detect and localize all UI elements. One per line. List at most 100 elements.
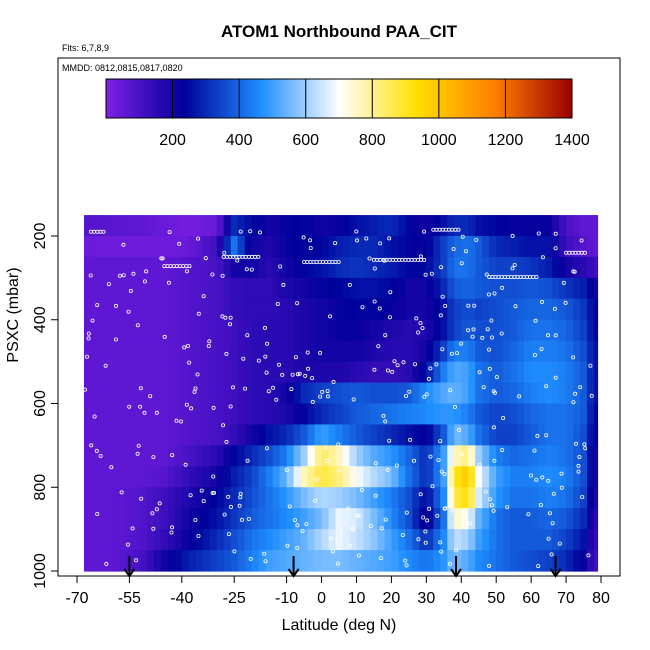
heatmap-cell <box>552 445 560 467</box>
heatmap-cell <box>216 319 225 342</box>
heatmap-cell <box>419 445 427 467</box>
heatmap-cell <box>377 256 386 279</box>
sample-marker <box>144 269 149 274</box>
heatmap-cell <box>139 382 148 405</box>
heatmap-cell <box>258 236 267 258</box>
sample-marker <box>489 318 494 323</box>
heatmap-cell <box>293 382 302 405</box>
heatmap-cell <box>132 424 141 446</box>
sample-marker <box>477 462 482 467</box>
heatmap-cell <box>244 508 253 530</box>
heatmap-cell <box>188 445 197 467</box>
heatmap-cell <box>237 508 246 530</box>
heatmap-cell <box>321 277 330 300</box>
heatmap-cell <box>286 445 295 467</box>
sample-marker <box>472 303 477 308</box>
sample-marker <box>546 333 551 338</box>
heatmap-cell <box>272 340 281 363</box>
heatmap-cell <box>209 361 218 384</box>
heatmap-cell <box>594 445 599 467</box>
heatmap-cell <box>482 550 490 572</box>
sample-marker <box>184 269 189 274</box>
heatmap-cell <box>454 403 462 426</box>
heatmap-cell <box>328 319 337 342</box>
sample-marker <box>328 314 333 319</box>
heatmap-cell <box>370 236 379 258</box>
sample-marker <box>162 334 167 339</box>
heatmap-cell <box>538 382 546 405</box>
heatmap-cell <box>545 487 553 509</box>
heatmap-cell <box>370 529 379 551</box>
heatmap-cell <box>489 215 497 237</box>
heatmap-cell <box>293 424 302 446</box>
heatmap-cell <box>321 236 330 258</box>
heatmap-cell <box>412 550 420 572</box>
heatmap-cell <box>118 508 127 530</box>
sample-marker <box>239 517 244 522</box>
sample-marker <box>582 442 587 447</box>
heatmap-cell <box>258 487 267 509</box>
heatmap-cell <box>188 466 197 488</box>
heatmap-cell <box>517 256 525 279</box>
heatmap-cell <box>279 256 288 279</box>
heatmap-cell <box>244 340 253 363</box>
heatmap-cell <box>223 550 232 572</box>
heatmap-cell <box>104 403 113 426</box>
heatmap-cell <box>454 298 462 321</box>
heatmap-cell <box>160 403 169 426</box>
sample-marker <box>372 299 377 304</box>
heatmap-cell <box>363 382 372 405</box>
heatmap-cell <box>251 277 260 300</box>
heatmap-cell <box>328 256 337 279</box>
heatmap-cell <box>468 361 476 384</box>
heatmap-cell <box>398 277 406 300</box>
heatmap-cell <box>223 256 232 279</box>
heatmap-cell <box>279 319 288 342</box>
heatmap-cell <box>391 487 399 509</box>
heatmap-cell <box>258 550 267 572</box>
heatmap-cell <box>461 466 469 488</box>
heatmap-cell <box>377 445 386 467</box>
heatmap-cell <box>531 487 539 509</box>
heatmap-cell <box>258 466 267 488</box>
sample-marker <box>526 512 531 517</box>
heatmap-cell <box>195 361 204 384</box>
heatmap-cell <box>489 319 497 342</box>
sample-marker <box>356 513 361 518</box>
heatmap-cell <box>489 340 497 363</box>
heatmap-cell <box>146 382 155 405</box>
heatmap-cell <box>244 403 253 426</box>
heatmap-cell <box>377 361 386 384</box>
heatmap-cell <box>594 236 599 258</box>
sample-marker <box>438 540 443 545</box>
heatmap-cell <box>552 361 560 384</box>
heatmap-cell <box>118 487 127 509</box>
sample-marker <box>130 526 135 531</box>
sample-marker <box>226 532 231 537</box>
heatmap-cell <box>195 215 204 237</box>
heatmap-cell <box>202 487 211 509</box>
heatmap-cell <box>286 487 295 509</box>
heatmap-cell <box>314 466 323 488</box>
sample-marker <box>383 333 388 338</box>
sample-marker <box>323 445 328 450</box>
heatmap-cell <box>391 236 399 258</box>
heatmap-cell <box>307 215 316 237</box>
heatmap-cell <box>272 424 281 446</box>
heatmap-cell <box>426 256 434 279</box>
heatmap-cell <box>384 550 392 572</box>
heatmap-cell <box>132 550 141 572</box>
sample-marker <box>235 258 240 263</box>
heatmap-cell <box>293 298 302 321</box>
heatmap-cell <box>293 403 302 426</box>
heatmap-cell <box>230 403 239 426</box>
heatmap-cell <box>349 424 358 446</box>
heatmap-cell <box>272 236 281 258</box>
heatmap-cell <box>517 403 525 426</box>
heatmap-cell <box>363 487 372 509</box>
heatmap-cell <box>328 508 337 530</box>
colorbar-tick-label: 1400 <box>554 132 590 149</box>
heatmap-cell <box>454 236 462 258</box>
heatmap-cell <box>594 256 599 279</box>
heatmap-cell <box>566 466 574 488</box>
